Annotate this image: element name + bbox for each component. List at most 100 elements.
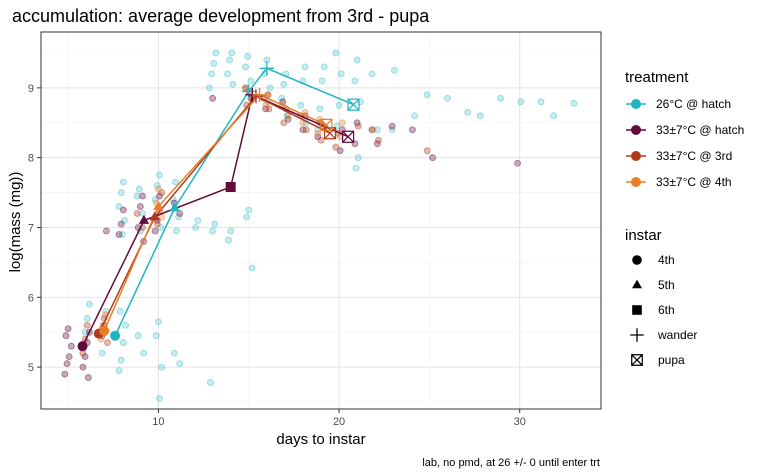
raw-data-point — [134, 332, 142, 340]
raw-data-point — [133, 192, 141, 200]
raw-data-point — [514, 159, 521, 167]
chart-title: accumulation: average development from 3… — [12, 6, 430, 26]
raw-data-point — [156, 192, 163, 200]
raw-data-point — [517, 98, 525, 106]
x-tick-label: 20 — [333, 416, 345, 428]
raw-data-point — [226, 56, 233, 64]
series-marker-pupa — [320, 118, 333, 131]
raw-data-point — [297, 101, 305, 109]
series-marker-5th — [153, 200, 164, 210]
raw-data-point — [464, 108, 472, 116]
raw-data-point — [115, 231, 123, 238]
raw-data-point — [245, 206, 253, 214]
raw-data-point — [119, 206, 127, 214]
raw-data-point — [229, 80, 237, 88]
series-marker-4th — [110, 330, 121, 341]
raw-data-point — [67, 342, 75, 350]
raw-data-point — [266, 84, 274, 92]
raw-data-point — [209, 227, 217, 235]
raw-data-point — [153, 220, 161, 228]
raw-data-point — [429, 154, 437, 162]
y-tick-label: 5 — [28, 362, 34, 374]
raw-data-point — [302, 126, 310, 134]
raw-data-point — [176, 210, 184, 217]
raw-data-point — [244, 53, 252, 60]
raw-data-point — [135, 185, 143, 193]
raw-data-point — [318, 77, 326, 85]
raw-data-point — [262, 101, 270, 109]
raw-data-point — [314, 129, 322, 137]
instar-legend-label: 6th — [658, 303, 675, 317]
raw-data-point — [115, 203, 123, 210]
raw-data-point — [117, 356, 125, 364]
series-marker-wander — [252, 87, 267, 102]
instar-legend-label: pupa — [658, 353, 685, 367]
raw-data-point — [317, 136, 325, 144]
plot-panel — [40, 31, 602, 410]
raw-data-point — [227, 227, 235, 235]
raw-data-point — [228, 49, 236, 57]
raw-data-point — [63, 360, 71, 368]
raw-data-point — [354, 122, 362, 130]
raw-data-point — [208, 70, 215, 78]
raw-data-point — [102, 227, 110, 235]
raw-data-point — [242, 84, 249, 92]
raw-data-point — [64, 325, 72, 333]
series-marker-wander — [248, 89, 263, 104]
raw-data-point — [368, 70, 376, 78]
raw-data-point — [116, 307, 124, 315]
raw-data-point — [117, 189, 125, 196]
instar-legend: instar 4th 5th 6th wander pupa — [625, 227, 697, 367]
legend-key-square — [632, 305, 642, 315]
raw-data-point — [194, 217, 202, 224]
x-axis-title: days to instar — [276, 431, 365, 448]
raw-data-point — [84, 374, 92, 381]
raw-data-point — [444, 94, 451, 102]
series-marker-6th — [225, 181, 236, 192]
raw-data-point — [390, 66, 398, 74]
raw-data-point — [171, 178, 179, 186]
raw-data-point — [409, 126, 416, 134]
raw-data-point — [65, 353, 73, 361]
raw-data-point — [497, 94, 504, 102]
legend-key-boxx — [631, 354, 643, 366]
raw-data-point — [284, 115, 292, 123]
raw-data-point — [156, 395, 163, 402]
treatment-legend-label: 33±7°C @ 4th — [656, 175, 732, 189]
raw-data-point — [136, 203, 144, 210]
raw-data-point — [411, 112, 418, 120]
raw-data-point — [369, 126, 377, 134]
raw-data-point — [115, 367, 123, 375]
raw-data-point — [280, 119, 288, 127]
series-marker-wander — [241, 84, 256, 99]
chart-caption: lab, no pmd, at 26 +/- 0 until enter trt — [422, 457, 600, 469]
raw-data-point — [122, 321, 129, 329]
series-line — [103, 93, 327, 332]
raw-data-point — [247, 77, 255, 85]
raw-data-point — [205, 84, 213, 92]
instar-legend-label: 5th — [658, 278, 675, 292]
raw-data-point — [336, 147, 344, 155]
legend-key-point — [631, 125, 641, 135]
raw-data-point — [98, 349, 106, 357]
panel-border — [40, 31, 602, 410]
raw-data-point — [86, 300, 93, 308]
raw-data-point — [119, 339, 127, 347]
raw-data-point — [570, 99, 578, 107]
raw-data-point — [83, 314, 91, 322]
series-marker-5th — [138, 214, 150, 224]
raw-data-point — [151, 227, 159, 235]
raw-data-point — [388, 122, 396, 130]
instar-legend-label: wander — [657, 328, 697, 342]
raw-data-point — [224, 70, 231, 78]
raw-data-point — [354, 154, 362, 162]
raw-data-point — [139, 192, 146, 200]
series-marker-4th — [77, 341, 88, 352]
raw-data-point — [119, 178, 127, 186]
y-tick-label: 7 — [28, 222, 34, 234]
raw-data-point — [158, 363, 166, 371]
legend-key-point — [631, 99, 641, 109]
raw-data-point — [338, 119, 346, 127]
raw-data-point — [375, 136, 382, 144]
